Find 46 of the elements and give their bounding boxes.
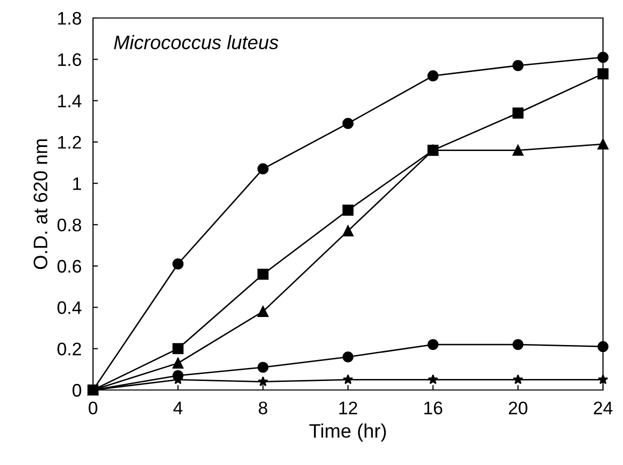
x-tick-label: 20 <box>508 402 528 414</box>
y-tick-label: 1.4 <box>58 94 82 108</box>
x-tick-label: 16 <box>424 402 442 414</box>
y-tick-label: 1.2 <box>58 136 81 149</box>
x-tick-label: 0 <box>88 402 98 414</box>
point <box>428 339 438 350</box>
point <box>258 306 268 317</box>
y-tick-label: 0 <box>72 384 82 397</box>
point <box>512 60 524 72</box>
y-tick-label: 0.4 <box>57 301 82 314</box>
point <box>512 144 524 156</box>
point <box>598 374 608 384</box>
x-axis-title: Time (hr) <box>309 424 386 442</box>
y-tick-label: 1.6 <box>58 53 82 66</box>
annotation: Micrococcus luteus <box>114 34 278 50</box>
point <box>512 108 524 119</box>
point <box>598 341 608 352</box>
point <box>512 374 524 384</box>
point <box>597 52 609 63</box>
x-tick-label: 8 <box>258 402 268 414</box>
point <box>428 374 438 384</box>
x-tick-label: 4 <box>173 402 182 414</box>
point <box>342 204 354 216</box>
point <box>598 138 608 150</box>
point <box>342 351 354 362</box>
y-tick-label: 0.8 <box>57 218 82 232</box>
point <box>597 68 609 80</box>
point <box>512 339 524 350</box>
y-tick-label: 1.8 <box>58 12 82 25</box>
point <box>172 258 184 270</box>
point <box>342 374 354 384</box>
point <box>342 225 354 236</box>
y-tick-label: 0.2 <box>57 342 81 356</box>
y-tick-label: 0.6 <box>57 260 82 273</box>
point <box>258 362 268 373</box>
point <box>257 268 269 280</box>
point <box>257 163 269 174</box>
point <box>258 376 268 386</box>
y-tick-label: 1 <box>73 177 82 190</box>
point <box>172 358 184 369</box>
y-axis-title: O.D. at 620 nm <box>34 139 48 269</box>
x-tick-label: 12 <box>339 402 358 414</box>
point <box>342 118 354 129</box>
point <box>427 70 439 82</box>
point <box>172 343 184 354</box>
x-tick-label: 24 <box>594 402 613 414</box>
